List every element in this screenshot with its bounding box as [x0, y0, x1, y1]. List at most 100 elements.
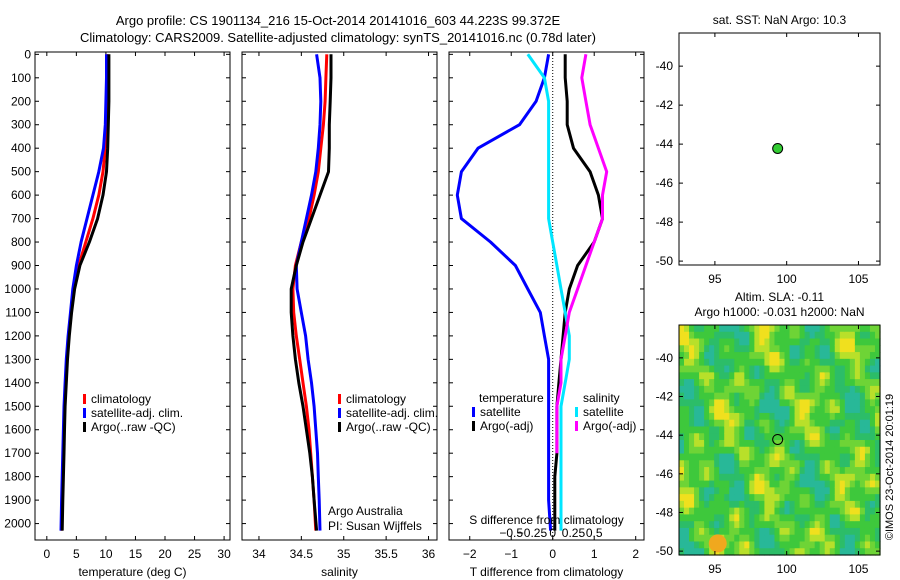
- sla-cell: [839, 494, 846, 502]
- sla-cell: [699, 440, 705, 448]
- sla-cell: [729, 521, 735, 529]
- sla-cell: [859, 406, 866, 414]
- sla-cell: [694, 487, 700, 495]
- sla-cell: [859, 487, 866, 495]
- sla-cell: [834, 331, 841, 340]
- sla-cell: [709, 521, 715, 529]
- sla-cell: [819, 338, 826, 346]
- x-tick-label: 95: [708, 562, 722, 576]
- sla-cell: [754, 345, 761, 353]
- sla-cell: [719, 325, 725, 333]
- sla-cell: [819, 379, 826, 387]
- sla-cell: [824, 507, 831, 516]
- sla-cell: [824, 372, 831, 380]
- y-tick-label: -44: [656, 137, 674, 151]
- sla-cell: [814, 365, 821, 373]
- sla-cell: [849, 412, 856, 421]
- sla-cell: [844, 548, 851, 556]
- sla-cell: [784, 325, 791, 333]
- sla-cell: [704, 379, 710, 387]
- sla-cell: [799, 419, 806, 428]
- sla-cell: [849, 358, 856, 367]
- sla-cell: [814, 500, 821, 509]
- sla-cell: [719, 473, 725, 482]
- sla-cell: [734, 419, 740, 428]
- sla-cell: [829, 494, 836, 502]
- sla-cell: [684, 494, 690, 502]
- sla-cell: [824, 467, 831, 475]
- sla-cell: [839, 440, 846, 448]
- sla-cell: [784, 440, 791, 448]
- sla-cell: [759, 358, 766, 367]
- sla-cell: [864, 352, 871, 360]
- sla-cell: [859, 514, 866, 522]
- sla-cell: [729, 379, 735, 387]
- sla-cell: [799, 412, 806, 421]
- sla-cell: [759, 406, 766, 414]
- sla-cell: [744, 534, 750, 543]
- sla-cell: [844, 338, 851, 346]
- sla-cell: [779, 494, 786, 502]
- sla-cell: [874, 440, 881, 448]
- sla-cell: [679, 473, 685, 482]
- series-line-0: [455, 54, 553, 531]
- sla-cell: [864, 467, 871, 475]
- sla-cell: [824, 453, 831, 461]
- sla-cell: [844, 345, 851, 353]
- sla-cell: [684, 453, 690, 461]
- sla-cell: [679, 487, 685, 495]
- sla-cell: [739, 487, 745, 495]
- sla-cell: [714, 379, 720, 387]
- sla-cell: [869, 379, 876, 387]
- sla-cell: [684, 365, 690, 373]
- sla-cell: [809, 507, 816, 516]
- sla-cell: [804, 338, 811, 346]
- sla-cell: [809, 494, 816, 502]
- sla-cell: [764, 541, 771, 549]
- x-tick-label: 10: [99, 547, 113, 561]
- sla-cell: [729, 473, 735, 482]
- sla-cell: [679, 500, 685, 509]
- sla-cell: [694, 399, 700, 407]
- y-tick-label: -40: [656, 351, 674, 365]
- sla-cell: [839, 467, 846, 475]
- sla-cell: [689, 534, 695, 543]
- sla-cell: [729, 412, 735, 421]
- sla-cell: [869, 399, 876, 407]
- sla-cell: [734, 385, 740, 394]
- sla-cell: [774, 507, 781, 516]
- sla-cell: [719, 412, 725, 421]
- sla-cell: [774, 399, 781, 407]
- sla-cell: [754, 487, 761, 495]
- sla-cell: [784, 534, 791, 543]
- sla-cell: [739, 460, 745, 468]
- sla-cell: [859, 521, 866, 529]
- sla-cell: [759, 365, 766, 373]
- sla-cell: [724, 365, 730, 373]
- sla-cell: [864, 406, 871, 414]
- sla-cell: [859, 480, 866, 488]
- sla-cell: [849, 487, 856, 495]
- sla-cell: [679, 453, 685, 461]
- sla-cell: [864, 440, 871, 448]
- sla-cell: [829, 433, 836, 441]
- sla-cell: [774, 325, 781, 333]
- sla-cell: [794, 399, 801, 407]
- sla-cell: [769, 487, 776, 495]
- sla-cell: [799, 385, 806, 394]
- sla-cell: [809, 426, 816, 434]
- sla-cell: [784, 460, 791, 468]
- sla-cell: [769, 527, 776, 536]
- sla-cell: [714, 412, 720, 421]
- sla-cell: [859, 467, 866, 475]
- sla-cell: [729, 534, 735, 543]
- sla-cell: [769, 440, 776, 448]
- sla-cell: [859, 419, 866, 428]
- sla-cell: [719, 500, 725, 509]
- sla-cell: [744, 433, 750, 441]
- sla-cell: [684, 473, 690, 482]
- sla-cell: [759, 460, 766, 468]
- sla-cell: [679, 399, 685, 407]
- sla-cell: [679, 372, 685, 380]
- sla-cell: [694, 480, 700, 488]
